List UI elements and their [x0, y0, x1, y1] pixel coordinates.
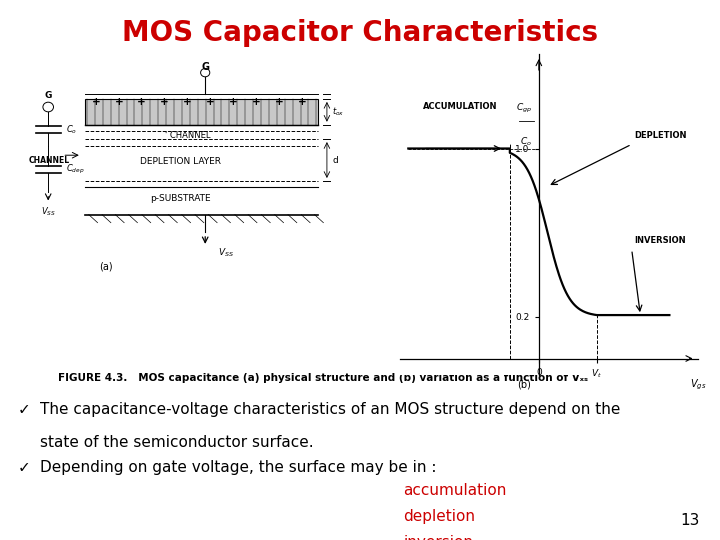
- Text: $C_o$: $C_o$: [66, 123, 77, 136]
- Text: $t_{ox}$: $t_{ox}$: [332, 106, 345, 118]
- Text: $C_o$: $C_o$: [520, 136, 531, 149]
- Text: p-SUBSTRATE: p-SUBSTRATE: [150, 194, 211, 203]
- Text: DEPLETION: DEPLETION: [634, 131, 687, 140]
- Text: d: d: [332, 156, 338, 165]
- Text: DEPLETION LAYER: DEPLETION LAYER: [140, 157, 221, 166]
- Text: Depending on gate voltage, the surface may be in :: Depending on gate voltage, the surface m…: [40, 460, 436, 475]
- Text: (a): (a): [99, 261, 113, 271]
- Text: ' CHANNEL: ' CHANNEL: [165, 131, 210, 140]
- Text: +: +: [206, 97, 215, 107]
- Text: depletion: depletion: [403, 509, 475, 524]
- Text: CHANNEL: CHANNEL: [29, 156, 70, 165]
- Text: $V_{SS}$: $V_{SS}$: [217, 247, 233, 259]
- Text: +: +: [229, 97, 238, 107]
- Text: +: +: [91, 97, 100, 107]
- Text: state of the semiconductor surface.: state of the semiconductor surface.: [40, 435, 313, 450]
- Text: 13: 13: [680, 513, 700, 528]
- Text: G: G: [201, 62, 210, 72]
- Text: $C_{gp}$: $C_{gp}$: [516, 102, 531, 115]
- Text: +: +: [298, 97, 307, 107]
- Text: $V_{SS}$: $V_{SS}$: [41, 205, 55, 218]
- Text: +: +: [252, 97, 261, 107]
- Text: +: +: [114, 97, 123, 107]
- Text: accumulation: accumulation: [403, 483, 507, 498]
- Text: ACCUMULATION: ACCUMULATION: [423, 102, 498, 111]
- Text: MOS Capacitor Characteristics: MOS Capacitor Characteristics: [122, 19, 598, 47]
- Text: $V_{gs}$: $V_{gs}$: [690, 377, 706, 392]
- Text: +: +: [183, 97, 192, 107]
- Text: $C_{dep}$: $C_{dep}$: [66, 163, 84, 176]
- Text: The capacitance-voltage characteristics of an MOS structure depend on the: The capacitance-voltage characteristics …: [40, 402, 620, 417]
- Text: G: G: [45, 91, 52, 100]
- Bar: [85, 99, 318, 125]
- Text: ✓: ✓: [18, 402, 31, 417]
- Text: +: +: [138, 97, 146, 107]
- Text: inversion: inversion: [403, 535, 473, 540]
- Text: FIGURE 4.3.   MOS capacitance (a) physical structure and (b) variation as a func: FIGURE 4.3. MOS capacitance (a) physical…: [58, 373, 588, 383]
- Text: (b): (b): [518, 380, 531, 389]
- Text: +: +: [161, 97, 169, 107]
- Text: INVERSION: INVERSION: [634, 237, 686, 245]
- Text: +: +: [275, 97, 284, 107]
- Text: ✓: ✓: [18, 460, 31, 475]
